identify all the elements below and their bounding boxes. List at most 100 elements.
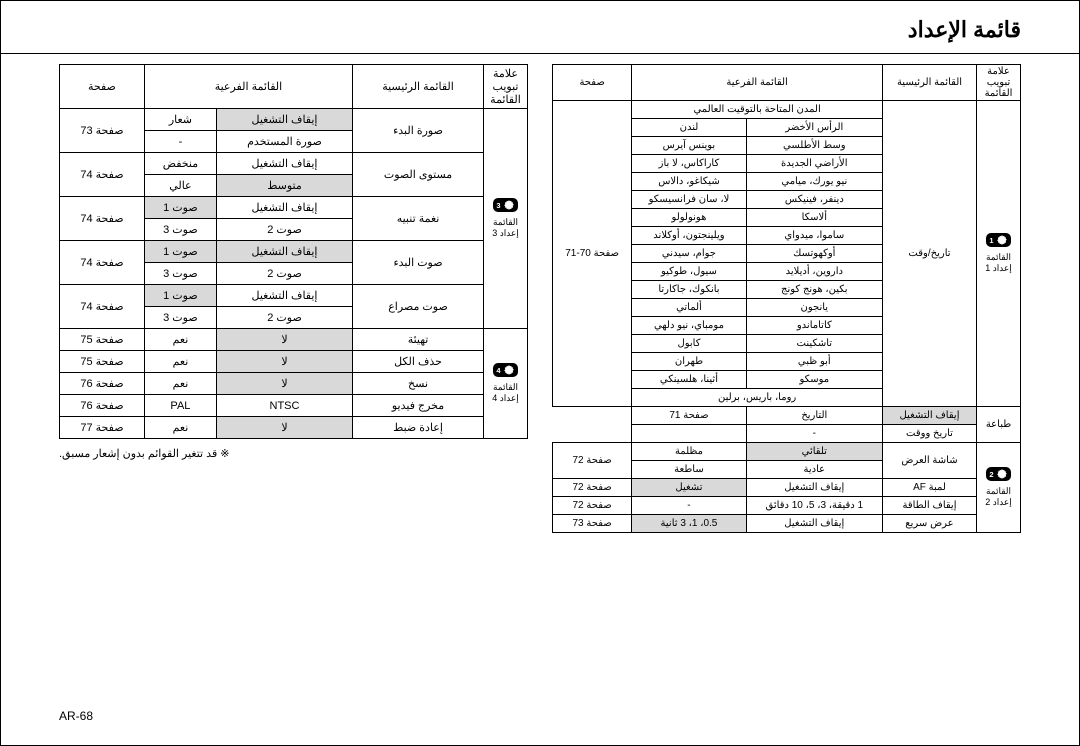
l1-s2: شعار: [144, 109, 216, 131]
city-r7-c1: جوام، سيدني: [632, 245, 746, 263]
disp-main: شاشة العرض: [882, 443, 976, 479]
l3b-s2: صوت 3: [144, 219, 216, 241]
city-r10-c0: يانجون: [746, 299, 882, 317]
city-r12-c1: كابول: [632, 335, 746, 353]
r2-3-page: صفحة 76: [60, 395, 145, 417]
print-page: صفحة 71: [632, 407, 746, 425]
city-r9-c1: بانكوك، جاكارتا: [632, 281, 746, 299]
city-r14-c0: موسكو: [746, 371, 882, 389]
l2-page: صفحة 74: [60, 153, 145, 197]
left-column: علامة تبويب القائمة القائمة الرئيسية الق…: [59, 64, 528, 468]
hdr-main-l: القائمة الرئيسية: [353, 65, 484, 109]
pwr-main: إيقاف الطاقة: [882, 497, 976, 515]
tab-3-cell: 3 القائمة إعداد 3: [484, 109, 528, 329]
l1b-s1: صورة المستخدم: [216, 131, 352, 153]
city-r11-c1: مومباي، نيو دلهي: [632, 317, 746, 335]
af-s1: إيقاف التشغيل: [746, 479, 882, 497]
af-main: لمبة AF: [882, 479, 976, 497]
pwr-page: صفحة 72: [553, 497, 632, 515]
l4b-s1: صوت 2: [216, 263, 352, 285]
city-r9-c0: بكين، هونج كونج: [746, 281, 882, 299]
hdr-page: صفحة: [553, 65, 632, 101]
city-r3-c1: شيكاغو، دالاس: [632, 173, 746, 191]
qv-page: صفحة 73: [553, 515, 632, 533]
r2-1-s2: نعم: [144, 351, 216, 373]
gear-icon: 1: [986, 233, 1010, 247]
city-r15: روما، باريس، برلين: [632, 389, 883, 407]
gear-icon-3: 3: [493, 198, 517, 212]
city-r1-c1: بوينس آيرس: [632, 137, 746, 155]
disp-s1: تلقائي: [746, 443, 882, 461]
disp-s1b: عادية: [746, 461, 882, 479]
city-r14-c1: أثينا، هلسينكي: [632, 371, 746, 389]
hdr-page-l: صفحة: [60, 65, 145, 109]
print-pageb: [632, 425, 746, 443]
qv-s2: 0.5، 1، 3 ثانية: [632, 515, 746, 533]
city-r13-c0: أبو ظبي: [746, 353, 882, 371]
pwr-s1: 1 دقيقة، 3، 5، 10 دقائق: [746, 497, 882, 515]
city-r13-c1: طهران: [632, 353, 746, 371]
r2-1-s1: لا: [216, 351, 352, 373]
l4-s2: صوت 1: [144, 241, 216, 263]
hdr-main: القائمة الرئيسية: [882, 65, 976, 101]
l5-main: صوت مصراع: [353, 285, 484, 329]
l5b-s2: صوت 3: [144, 307, 216, 329]
print-s2b: -: [746, 425, 882, 443]
af-page: صفحة 72: [553, 479, 632, 497]
qv-main: عرض سريع: [882, 515, 976, 533]
r2-4-s2: نعم: [144, 417, 216, 439]
tab-2-label: القائمة إعداد 2: [980, 486, 1017, 508]
l1-s1: إيقاف التشغيل: [216, 109, 352, 131]
r2-4-s1: لا: [216, 417, 352, 439]
page-range: صفحة 70-71: [553, 101, 632, 407]
l4-s1: إيقاف التشغيل: [216, 241, 352, 263]
hdr-tab-l: علامة تبويب القائمة: [484, 65, 528, 109]
l5-s1: إيقاف التشغيل: [216, 285, 352, 307]
tab-1-label: القائمة إعداد 1: [980, 252, 1017, 274]
gear-icon-4: 4: [493, 363, 517, 377]
disp-page: صفحة 72: [553, 443, 632, 479]
r2-0-page: صفحة 75: [60, 329, 145, 351]
tab-2-cell: 2 القائمة إعداد 2: [977, 443, 1021, 533]
city-r2-c0: الأراضي الجديدة: [746, 155, 882, 173]
l5-page: صفحة 74: [60, 285, 145, 329]
l3-s1: إيقاف التشغيل: [216, 197, 352, 219]
city-r2-c1: كاراكاس، لا باز: [632, 155, 746, 173]
r2-0-s2: نعم: [144, 329, 216, 351]
city-r1-c0: وسط الأطلسي: [746, 137, 882, 155]
print-main: طباعة: [977, 407, 1021, 443]
l3b-s1: صوت 2: [216, 219, 352, 241]
qv-s1: إيقاف التشغيل: [746, 515, 882, 533]
l5b-s1: صوت 2: [216, 307, 352, 329]
l3-s2: صوت 1: [144, 197, 216, 219]
r2-2-page: صفحة 76: [60, 373, 145, 395]
tab-4-cell: 4 القائمة إعداد 4: [484, 329, 528, 439]
city-r10-c1: ألماتي: [632, 299, 746, 317]
tab-3-label: القائمة إعداد 3: [488, 217, 523, 239]
hdr-sub: القائمة الفرعية: [632, 65, 883, 101]
print-s2: التاریخ: [746, 407, 882, 425]
city-r6-c1: ويلينجتون، أوكلاند: [632, 227, 746, 245]
city-r0-c0: الرأس الأخضر: [746, 119, 882, 137]
r2-1-page: صفحة 75: [60, 351, 145, 373]
r2-4-page: صفحة 77: [60, 417, 145, 439]
print-s1b: تاریخ ووقت: [882, 425, 976, 443]
l1b-s2: -: [144, 131, 216, 153]
city-r0-c1: لندن: [632, 119, 746, 137]
r2-2-main: نسخ: [353, 373, 484, 395]
r2-2-s2: نعم: [144, 373, 216, 395]
datetime-main: تاريخ/وقت: [882, 101, 976, 407]
l4b-s2: صوت 3: [144, 263, 216, 285]
af-s2: تشغيل: [632, 479, 746, 497]
r2-0-main: تهيئة: [353, 329, 484, 351]
footnote: ※ قد تتغیر القوائم بدون إشعار مسبق.: [59, 439, 528, 468]
l5-s2: صوت 1: [144, 285, 216, 307]
city-r5-c0: ألاسكا: [746, 209, 882, 227]
r2-1-main: حذف الكل: [353, 351, 484, 373]
print-s1: إيقاف التشغيل: [882, 407, 976, 425]
l4-main: صوت البدء: [353, 241, 484, 285]
r2-3-main: مخرج فيديو: [353, 395, 484, 417]
page-title: قائمة الإعداد: [1, 1, 1079, 54]
l2-s1: إيقاف التشغيل: [216, 153, 352, 175]
l2b-s1: متوسط: [216, 175, 352, 197]
